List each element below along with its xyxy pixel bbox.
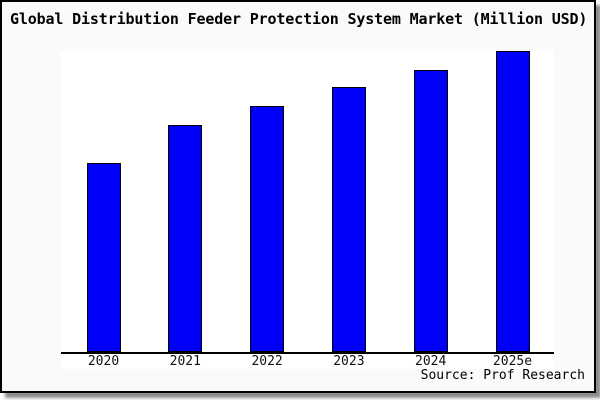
x-tick-label-2021: 2021	[169, 354, 201, 369]
bar-2023	[331, 87, 366, 352]
chart-frame: Global Distribution Feeder Protection Sy…	[0, 0, 596, 393]
bar-2020	[86, 163, 121, 352]
x-tick-label-2020: 2020	[87, 354, 120, 369]
x-axis-ticks: 2020 2021 2022 2023 2024 2025e	[61, 354, 554, 369]
bar-2022	[250, 106, 285, 352]
x-tick-label-2025e: 2025e	[492, 354, 533, 369]
x-tick-label-2022: 2022	[251, 354, 283, 369]
x-axis-line	[61, 352, 554, 354]
plot-area: 2020 2021 2022 2023 2024 2025e	[61, 51, 554, 369]
bar-2021	[168, 125, 203, 352]
bar-2025e	[495, 51, 530, 352]
source-label: Source: Prof Research	[420, 368, 585, 383]
bar-2024	[413, 70, 448, 352]
x-tick-label-2023: 2023	[333, 354, 365, 369]
x-tick-label-2024: 2024	[415, 354, 447, 369]
chart-title: Global Distribution Feeder Protection Sy…	[10, 10, 588, 28]
bars-area	[61, 51, 554, 352]
